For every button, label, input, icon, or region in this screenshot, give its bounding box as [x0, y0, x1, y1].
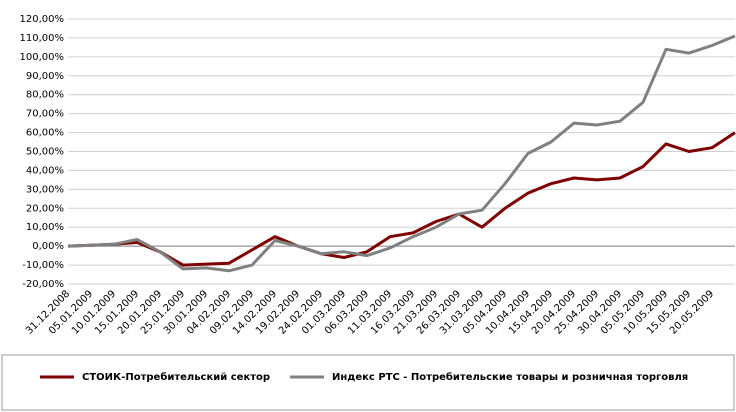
y-tick-label: 0,00%	[32, 241, 64, 252]
y-tick-label: 40,00%	[26, 165, 64, 176]
y-tick-label: 120,00%	[20, 14, 65, 25]
y-tick-label: 100,00%	[20, 52, 65, 63]
y-tick-label: 60,00%	[26, 128, 64, 139]
series-line	[67, 34, 736, 273]
y-tick-label: 90,00%	[26, 71, 64, 82]
series-line	[67, 131, 736, 267]
y-tick-label: 80,00%	[26, 90, 64, 101]
legend-label: СТОИК-Потребительский сектор	[82, 371, 270, 383]
legend-label: Индекс РТС - Потребительские товары и ро…	[332, 371, 688, 383]
y-tick-label: -10,00%	[22, 260, 64, 271]
y-tick-label: 70,00%	[26, 109, 64, 120]
y-tick-label: 20,00%	[26, 203, 64, 214]
y-tick-label: 30,00%	[26, 184, 64, 195]
y-tick-label: 50,00%	[26, 147, 64, 158]
y-tick-label: -20,00%	[22, 279, 64, 290]
y-tick-label: 110,00%	[20, 33, 65, 44]
y-tick-label: 10,00%	[26, 222, 64, 233]
legend-box	[1, 354, 735, 411]
